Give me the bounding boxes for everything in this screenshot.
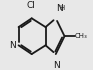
Text: N: N [53, 61, 60, 70]
Text: H: H [59, 5, 65, 11]
Text: Cl: Cl [27, 1, 35, 10]
Text: N: N [9, 41, 16, 50]
Text: N: N [56, 4, 62, 13]
Text: CH₃: CH₃ [75, 33, 88, 39]
